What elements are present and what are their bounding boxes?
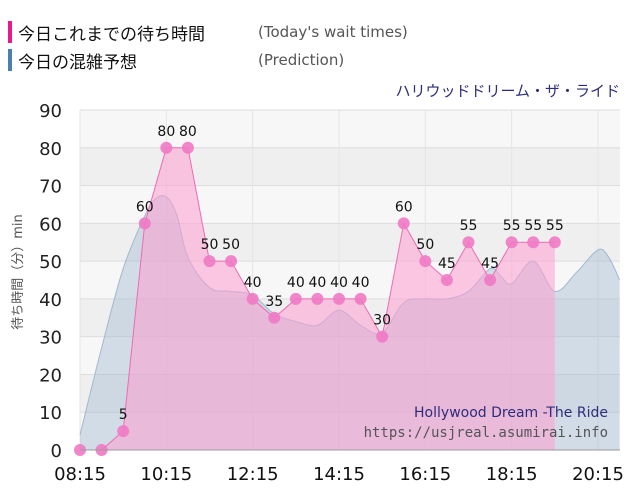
actual-data-label: 5 xyxy=(119,407,128,423)
actual-point xyxy=(462,236,475,249)
actual-point xyxy=(138,217,151,230)
actual-data-label: 80 xyxy=(179,124,197,140)
actual-data-label: 50 xyxy=(201,237,219,253)
x-tick-label: 10:15 xyxy=(140,464,192,485)
actual-point xyxy=(268,311,281,324)
actual-point xyxy=(246,292,259,305)
actual-point xyxy=(548,236,561,249)
legend-actual-note: (Today's wait times) xyxy=(258,23,408,41)
watermark-url: https://usjreal.asumirai.info xyxy=(364,425,608,441)
y-tick-label: 80 xyxy=(39,139,62,160)
actual-data-label: 30 xyxy=(373,313,391,329)
y-tick-label: 40 xyxy=(39,290,62,311)
actual-data-label: 40 xyxy=(287,275,305,291)
actual-point xyxy=(333,292,345,305)
actual-point xyxy=(397,217,410,230)
actual-point xyxy=(376,330,389,343)
legend-prediction: 今日の混雑予想 (Prediction) xyxy=(0,48,344,73)
actual-point xyxy=(311,292,324,305)
actual-point xyxy=(440,274,453,286)
x-tick-label: 12:15 xyxy=(227,464,279,485)
actual-point xyxy=(117,425,130,438)
actual-data-label: 55 xyxy=(546,218,564,234)
x-tick-label: 20:15 xyxy=(572,464,624,485)
chart-title: ハリウッドドリーム・ザ・ライド xyxy=(395,82,620,100)
y-tick-label: 60 xyxy=(39,214,62,235)
actual-data-label: 45 xyxy=(438,256,456,272)
actual-point xyxy=(527,236,540,249)
actual-point xyxy=(181,141,194,154)
y-tick-label: 20 xyxy=(39,365,62,386)
actual-data-label: 35 xyxy=(265,294,283,310)
legend-actual-swatch xyxy=(8,21,12,43)
legend-actual-label: 今日これまでの待ち時間 xyxy=(18,24,205,45)
legend-actual: 今日これまでの待ち時間 (Today's wait times) xyxy=(0,20,408,45)
y-tick-label: 0 xyxy=(51,441,62,462)
actual-point xyxy=(203,255,216,268)
legend-prediction-label: 今日の混雑予想 xyxy=(18,52,137,73)
actual-data-label: 80 xyxy=(157,124,175,140)
plot-band xyxy=(80,110,620,148)
actual-data-label: 55 xyxy=(460,218,478,234)
y-tick-label: 70 xyxy=(39,177,62,198)
y-tick-label: 10 xyxy=(39,403,62,424)
actual-data-label: 50 xyxy=(222,237,240,253)
actual-point xyxy=(419,255,432,268)
actual-point xyxy=(354,292,367,305)
actual-data-label: 50 xyxy=(416,237,434,253)
actual-point xyxy=(289,292,302,305)
legend-prediction-swatch xyxy=(8,49,12,71)
x-tick-label: 16:15 xyxy=(399,464,451,485)
actual-point xyxy=(484,274,497,286)
actual-data-label: 40 xyxy=(330,275,348,291)
x-tick-label: 18:15 xyxy=(486,464,538,485)
y-tick-label: 30 xyxy=(39,328,62,349)
y-tick-label: 90 xyxy=(39,101,62,122)
actual-data-label: 55 xyxy=(524,218,542,234)
actual-point xyxy=(505,236,518,249)
y-tick-label: 50 xyxy=(39,252,62,273)
x-tick-label: 08:15 xyxy=(54,464,106,485)
actual-data-label: 55 xyxy=(503,218,521,234)
actual-data-label: 40 xyxy=(352,275,370,291)
legend-prediction-note: (Prediction) xyxy=(258,51,345,69)
actual-data-label: 45 xyxy=(481,256,499,272)
x-tick-label: 14:15 xyxy=(313,464,365,485)
actual-data-label: 40 xyxy=(309,275,327,291)
actual-point xyxy=(225,255,238,268)
watermark-name: Hollywood Dream -The Ride xyxy=(414,405,608,421)
actual-data-label: 60 xyxy=(395,199,413,215)
actual-point xyxy=(160,141,173,154)
actual-data-label: 60 xyxy=(136,199,154,215)
actual-data-label: 40 xyxy=(244,275,262,291)
y-axis-label: 待ち時間（分）min xyxy=(11,214,26,330)
